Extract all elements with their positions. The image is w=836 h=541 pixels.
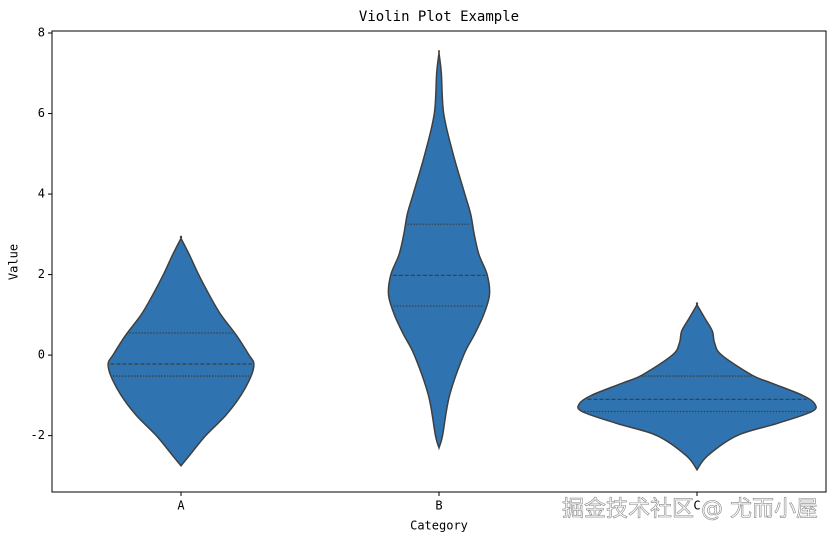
violin (387, 49, 491, 451)
violin (577, 302, 817, 472)
x-axis-label: Category (410, 519, 468, 533)
y-tick-label: 2 (38, 267, 45, 281)
y-tick-label: 6 (38, 106, 45, 120)
watermark: 掘金技术社区 @ 尤而小屋 (562, 497, 818, 522)
y-tick-label: 0 (38, 348, 45, 362)
y-tick-label: 8 (38, 26, 45, 40)
chart-title: Violin Plot Example (359, 9, 519, 25)
x-tick-label: B (435, 499, 442, 513)
x-tick-label: C (693, 499, 700, 513)
y-axis-label: Value (7, 244, 21, 280)
y-tick-label: 4 (38, 187, 45, 201)
plot-area (107, 49, 817, 472)
x-tick-label: A (177, 499, 185, 513)
y-tick-label: -2 (31, 428, 45, 442)
violin (107, 235, 255, 468)
